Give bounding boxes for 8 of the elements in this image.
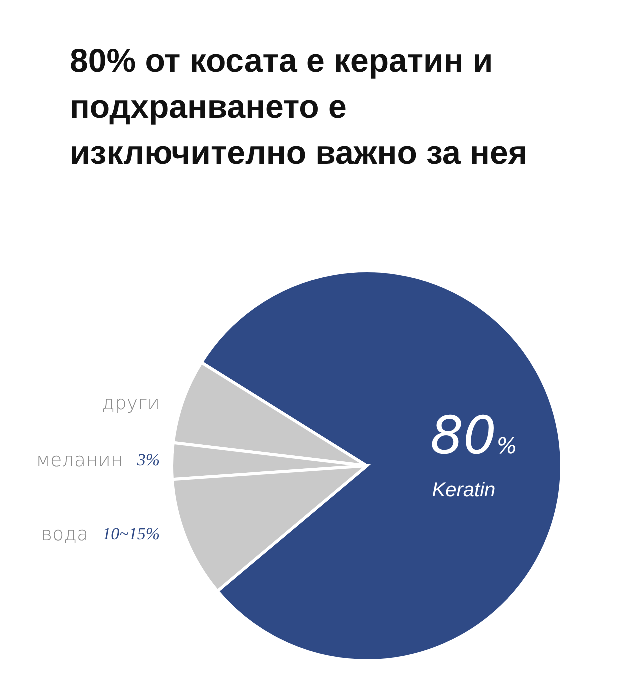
data-label: 80% (430, 406, 518, 467)
data-label: 10~15% (102, 524, 160, 544)
slice-label: меланин (36, 450, 124, 472)
slice-label: вода (41, 524, 89, 546)
chart-title: 80% от косата е кератин и подхранването е изключително важно за нея (69, 41, 529, 173)
data-label: 3% (136, 450, 160, 470)
slice-label: Keratin (432, 480, 496, 502)
slice-label: други (102, 392, 160, 415)
